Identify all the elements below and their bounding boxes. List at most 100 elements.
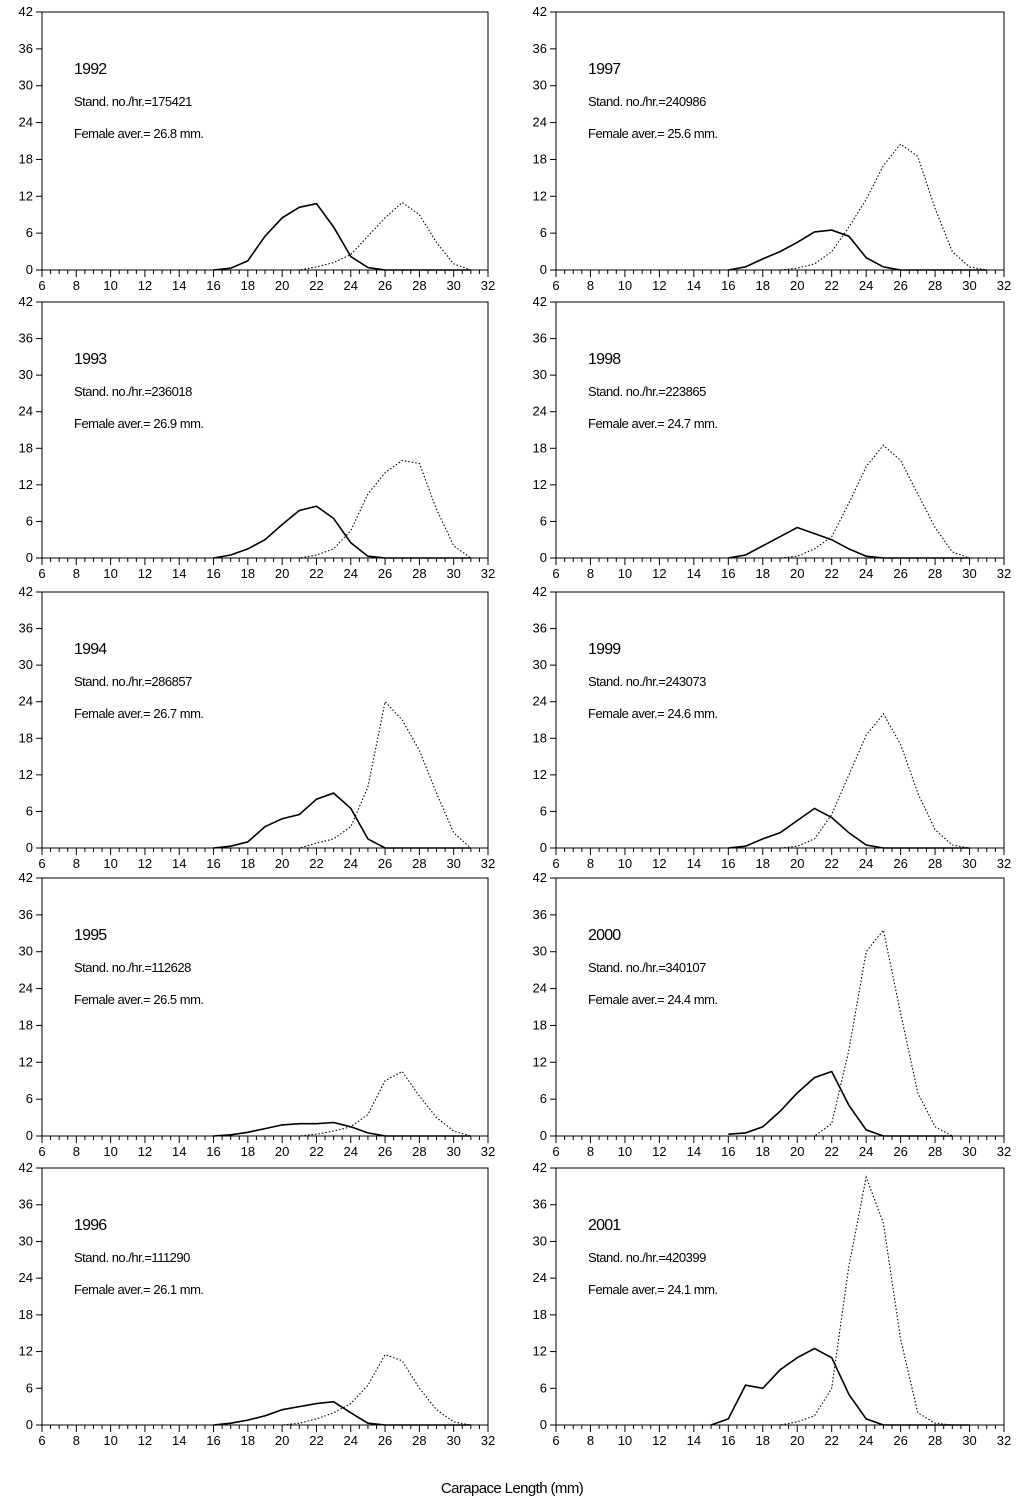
x-tick-label: 24 [344, 1433, 358, 1448]
x-tick-label: 30 [962, 278, 976, 293]
x-tick-label: 26 [378, 856, 392, 871]
x-tick-label: 10 [618, 1433, 632, 1448]
x-tick-label: 30 [446, 1144, 460, 1159]
x-tick-label: 12 [138, 1433, 152, 1448]
stand-label: Stand. no./hr.=340107 [588, 960, 706, 975]
y-tick-label: 42 [19, 870, 33, 885]
x-tick-label: 28 [412, 856, 426, 871]
x-tick-label: 26 [893, 278, 907, 293]
female-average-label: Female aver.= 26.8 mm. [74, 126, 204, 141]
y-tick-label: 18 [19, 151, 33, 166]
x-tick-label: 24 [859, 1144, 873, 1159]
panel-2000-frame [555, 877, 1005, 1137]
x-tick-label: 18 [241, 1144, 255, 1159]
series-line-solid [728, 1070, 953, 1137]
y-tick-label: 42 [533, 584, 547, 599]
x-tick-label: 32 [481, 856, 495, 871]
y-tick-label: 36 [533, 331, 547, 346]
y-tick-label: 18 [533, 1307, 547, 1322]
panel-1995-frame [41, 877, 489, 1137]
x-tick-label: 10 [103, 566, 117, 581]
year-label: 1993 [74, 351, 107, 368]
x-tick-label: 28 [412, 1433, 426, 1448]
x-tick-label: 26 [893, 1144, 907, 1159]
x-tick-label: 30 [962, 856, 976, 871]
x-tick-label: 32 [997, 278, 1011, 293]
x-tick-label: 6 [552, 278, 559, 293]
x-tick-label: 32 [481, 566, 495, 581]
x-tick-label: 30 [962, 1144, 976, 1159]
x-tick-label: 20 [275, 1433, 289, 1448]
y-tick-label: 18 [19, 730, 33, 745]
female-average-label: Female aver.= 26.1 mm. [74, 1282, 204, 1297]
x-tick-label: 28 [928, 1144, 942, 1159]
x-tick-label: 20 [275, 856, 289, 871]
year-label: 2000 [588, 927, 621, 944]
y-tick-label: 36 [533, 621, 547, 636]
x-tick-label: 20 [790, 1144, 804, 1159]
x-tick-label: 32 [997, 856, 1011, 871]
y-tick-label: 0 [26, 262, 33, 277]
x-tick-label: 16 [721, 566, 735, 581]
y-tick-label: 30 [533, 367, 547, 382]
y-tick-label: 30 [19, 367, 33, 382]
y-tick-label: 6 [26, 513, 33, 528]
x-tick-label: 6 [38, 856, 45, 871]
x-tick-label: 20 [790, 278, 804, 293]
stand-label: Stand. no./hr.=236018 [74, 384, 192, 399]
x-tick-label: 16 [206, 856, 220, 871]
x-tick-label: 18 [241, 856, 255, 871]
y-tick-label: 6 [26, 803, 33, 818]
x-tick-label: 20 [790, 856, 804, 871]
x-tick-label: 8 [587, 1144, 594, 1159]
x-tick-label: 18 [756, 1433, 770, 1448]
x-tick-label: 6 [552, 566, 559, 581]
series-line-dotted [728, 143, 987, 271]
y-tick-label: 36 [19, 907, 33, 922]
x-tick-label: 24 [859, 1433, 873, 1448]
y-tick-label: 6 [540, 803, 547, 818]
x-tick-label: 16 [206, 278, 220, 293]
series-line-dotted [728, 928, 953, 1137]
x-tick-label: 6 [38, 278, 45, 293]
y-tick-label: 30 [19, 1233, 33, 1248]
x-tick-label: 30 [446, 278, 460, 293]
y-tick-label: 42 [533, 294, 547, 309]
x-tick-label: 24 [859, 856, 873, 871]
y-tick-label: 0 [26, 1417, 33, 1432]
x-tick-label: 24 [344, 856, 358, 871]
x-tick-label: 12 [652, 1144, 666, 1159]
y-tick-label: 6 [540, 513, 547, 528]
x-tick-label: 10 [618, 856, 632, 871]
x-tick-label: 12 [652, 856, 666, 871]
x-tick-label: 32 [997, 1433, 1011, 1448]
series-line-solid [213, 792, 471, 849]
y-tick-label: 24 [19, 694, 33, 709]
series-line-dotted [213, 459, 472, 559]
y-tick-label: 36 [19, 1197, 33, 1212]
x-tick-label: 22 [824, 566, 838, 581]
y-tick-label: 18 [533, 1017, 547, 1032]
x-tick-label: 32 [481, 278, 495, 293]
x-tick-label: 24 [344, 566, 358, 581]
x-tick-label: 10 [103, 278, 117, 293]
x-tick-label: 32 [481, 1433, 495, 1448]
x-tick-label: 28 [412, 566, 426, 581]
x-tick-label: 26 [378, 1144, 392, 1159]
x-tick-label: 10 [618, 1144, 632, 1159]
y-tick-label: 12 [533, 1344, 547, 1359]
y-tick-label: 12 [19, 767, 33, 782]
year-label: 1996 [74, 1217, 107, 1234]
female-average-label: Female aver.= 26.7 mm. [74, 706, 204, 721]
x-tick-label: 22 [309, 1433, 323, 1448]
x-tick-label: 12 [138, 278, 152, 293]
x-tick-label: 30 [446, 856, 460, 871]
y-tick-label: 12 [533, 188, 547, 203]
x-tick-label: 20 [790, 566, 804, 581]
y-tick-label: 12 [19, 477, 33, 492]
y-tick-label: 6 [26, 1091, 33, 1106]
x-tick-label: 28 [928, 278, 942, 293]
x-tick-label: 16 [721, 1433, 735, 1448]
